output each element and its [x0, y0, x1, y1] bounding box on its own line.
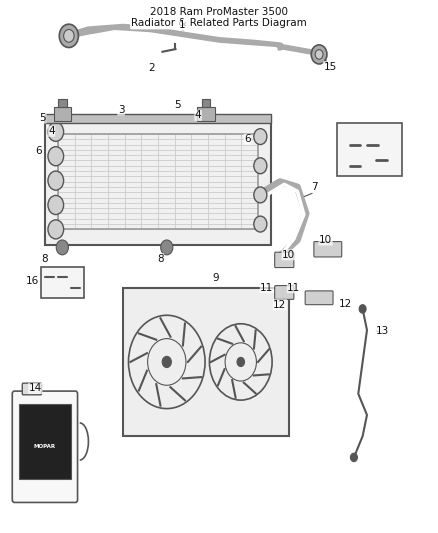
Circle shape	[254, 128, 267, 144]
Circle shape	[56, 240, 68, 255]
Circle shape	[359, 305, 366, 313]
Text: 16: 16	[26, 276, 39, 286]
Circle shape	[64, 29, 74, 42]
Text: 4: 4	[48, 126, 55, 136]
Text: 11: 11	[260, 282, 273, 293]
Text: 8: 8	[42, 254, 48, 263]
Text: 14: 14	[29, 383, 42, 393]
FancyBboxPatch shape	[22, 383, 42, 395]
Text: 12: 12	[273, 300, 286, 310]
Text: 5: 5	[174, 100, 181, 110]
Circle shape	[48, 147, 64, 166]
Text: 12: 12	[339, 298, 352, 309]
Circle shape	[254, 158, 267, 174]
Bar	[53, 108, 71, 120]
FancyBboxPatch shape	[45, 118, 271, 245]
Circle shape	[162, 357, 171, 368]
Bar	[41, 266, 84, 298]
Circle shape	[48, 196, 64, 215]
Bar	[58, 134, 258, 229]
Text: 2018 Ram ProMaster 3500
Radiator & Related Parts Diagram: 2018 Ram ProMaster 3500 Radiator & Relat…	[131, 7, 307, 28]
Text: 1: 1	[179, 20, 185, 30]
Text: 9: 9	[212, 273, 219, 283]
Text: 10: 10	[282, 250, 295, 260]
Bar	[336, 123, 402, 176]
Text: 3: 3	[118, 105, 124, 115]
Text: 7: 7	[311, 182, 318, 192]
Circle shape	[237, 357, 244, 367]
FancyBboxPatch shape	[305, 291, 333, 305]
Text: 8: 8	[157, 254, 163, 263]
Circle shape	[48, 171, 64, 190]
Text: 5: 5	[39, 113, 46, 123]
Circle shape	[59, 24, 78, 47]
Circle shape	[48, 220, 64, 239]
Text: 2: 2	[148, 63, 155, 72]
Circle shape	[311, 45, 327, 64]
Bar	[201, 100, 210, 108]
Text: 6: 6	[244, 134, 251, 144]
Circle shape	[350, 453, 357, 462]
Text: 15: 15	[323, 62, 337, 71]
Bar	[45, 114, 271, 123]
Text: 6: 6	[35, 146, 42, 156]
FancyBboxPatch shape	[12, 391, 78, 503]
Circle shape	[254, 187, 267, 203]
Text: 13: 13	[375, 326, 389, 336]
Text: 11: 11	[287, 282, 300, 293]
Bar	[197, 108, 215, 120]
Circle shape	[315, 50, 323, 59]
Text: MOPAR: MOPAR	[34, 445, 56, 449]
FancyBboxPatch shape	[275, 252, 294, 268]
FancyBboxPatch shape	[123, 288, 289, 436]
Circle shape	[48, 122, 64, 141]
Circle shape	[161, 240, 173, 255]
FancyBboxPatch shape	[19, 405, 71, 479]
FancyBboxPatch shape	[275, 286, 294, 300]
Text: 4: 4	[195, 110, 201, 120]
Bar	[58, 100, 67, 108]
FancyBboxPatch shape	[314, 241, 342, 257]
Text: 10: 10	[319, 235, 332, 245]
Circle shape	[254, 216, 267, 232]
